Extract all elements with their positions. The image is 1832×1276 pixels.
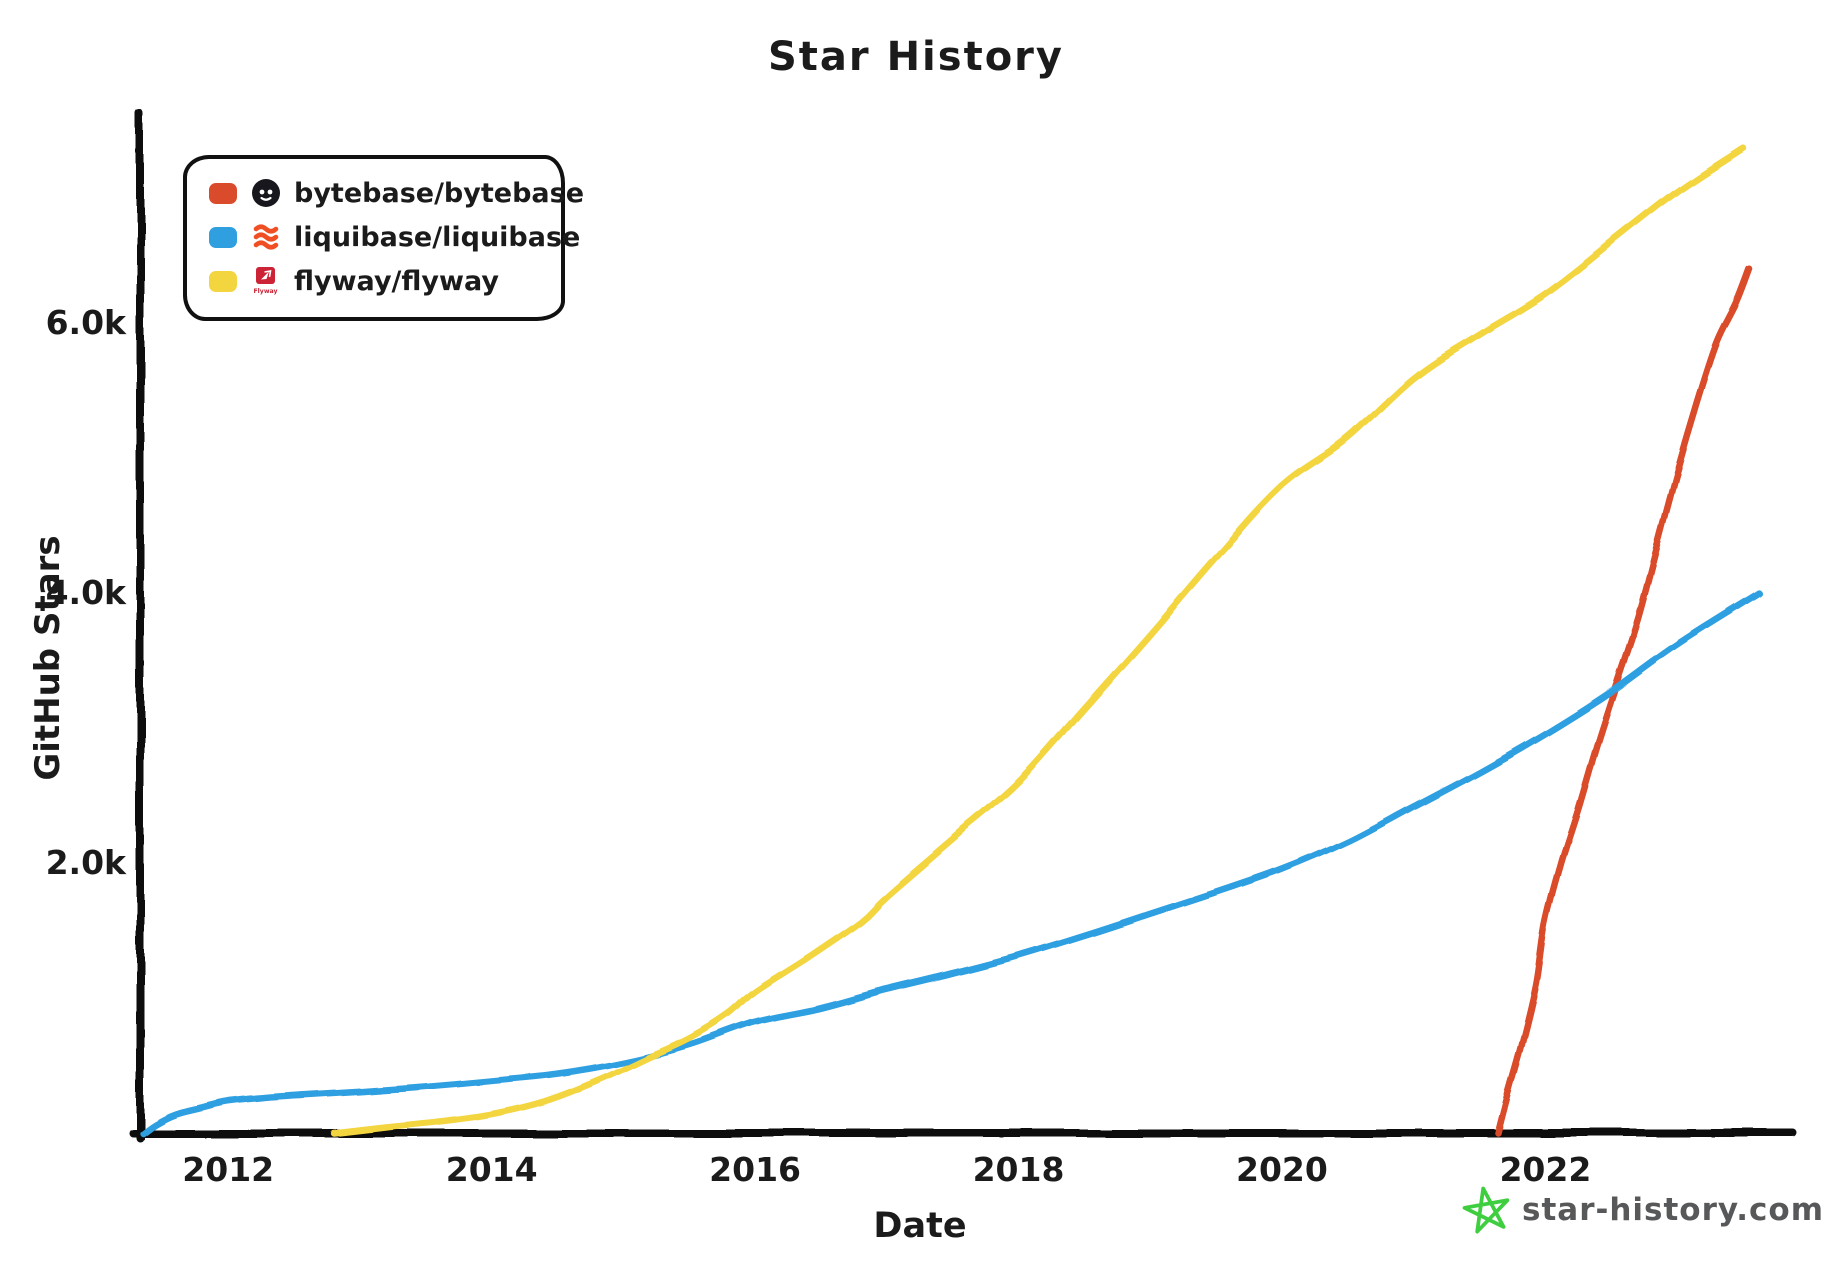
x-tick-label-2014: 2014 [445,1150,538,1189]
legend-label-flyway: flyway/flyway [294,265,499,297]
legend-item-flyway: Flyway flyway/flyway [187,259,561,303]
legend-swatch-bytebase [209,182,237,204]
flyway-logo-text: Flyway [253,288,277,295]
legend-label-bytebase: bytebase/bytebase [294,177,585,209]
flyway-logo-icon: Flyway [253,267,278,295]
x-axis-label: Date [873,1206,967,1246]
liquibase-logo-icon [253,224,279,250]
legend-swatch-flyway [209,270,237,292]
x-tick-label-2018: 2018 [972,1150,1065,1189]
series-line-bytebase [1494,265,1753,1137]
x-tick-label-2016: 2016 [709,1150,802,1189]
legend-swatch-liquibase [209,226,237,248]
bytebase-logo-icon [252,179,280,207]
legend-item-bytebase: bytebase/bytebase [187,171,584,215]
chart-title: Star History [768,34,1064,80]
x-tick-label-2020: 2020 [1236,1150,1328,1189]
y-axis-label: GitHub Stars [28,535,68,781]
star-icon [1462,1186,1510,1234]
y-tick-label-4.0k: 4.0k [45,573,126,613]
series-line-flyway [330,144,1747,1137]
y-tick-label-6.0k: 6.0k [45,303,126,343]
legend-label-liquibase: liquibase/liquibase [294,221,581,253]
y-tick-label-2.0k: 2.0k [45,843,126,883]
watermark: star-history.com [1462,1184,1824,1236]
x-tick-label-2012: 2012 [182,1150,275,1189]
watermark-text: star-history.com [1522,1192,1825,1228]
legend: bytebase/bytebase liquibase/liquibase Fl… [183,155,584,321]
x-tick-label-2022: 2022 [1499,1150,1592,1189]
legend-item-liquibase: liquibase/liquibase [187,215,580,259]
series-line-liquibase [139,589,1763,1137]
